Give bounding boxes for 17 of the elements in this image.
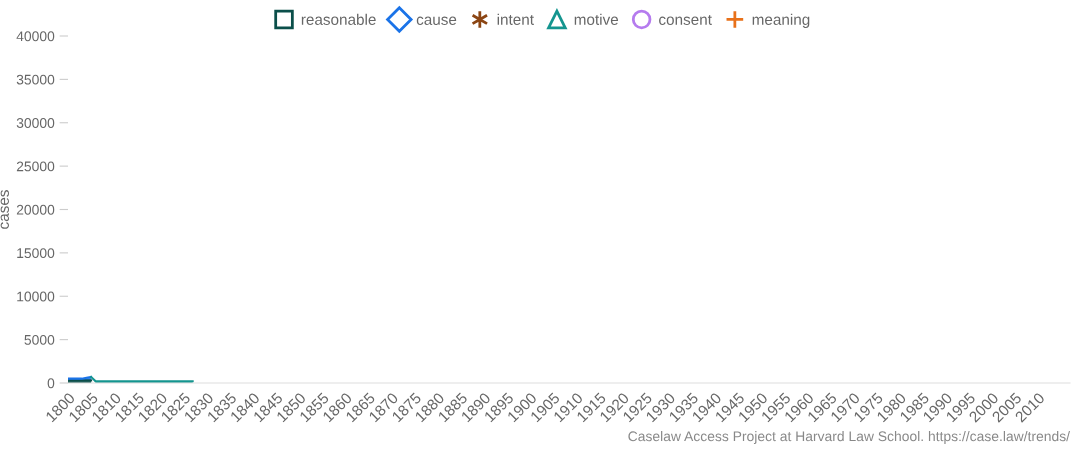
y-tick-label: 15000 — [17, 248, 55, 259]
y-tick-label: 0 — [47, 378, 55, 389]
legend-label: reasonable — [301, 13, 376, 25]
y-tick-label: 20000 — [16, 204, 55, 215]
y-tick-label: 25000 — [16, 161, 55, 172]
legend-label: meaning — [752, 13, 810, 28]
y-tick-label: 40000 — [16, 31, 55, 42]
text: Caselaw Access Project at Harvard Law School. https://case.law/trends/ — [628, 430, 1071, 444]
y-tick-label: 10000 — [17, 291, 55, 302]
legend-label: cause — [416, 16, 457, 25]
y-tick-label: 30000 — [16, 118, 55, 128]
legend-label: motive — [574, 13, 619, 25]
y-tick-label: 35000 — [16, 74, 55, 85]
y-tick-label: 5000 — [24, 334, 55, 345]
y-axis-title: cases — [0, 190, 9, 229]
legend-label: intent — [497, 13, 534, 25]
legend-label: consent — [659, 14, 712, 25]
